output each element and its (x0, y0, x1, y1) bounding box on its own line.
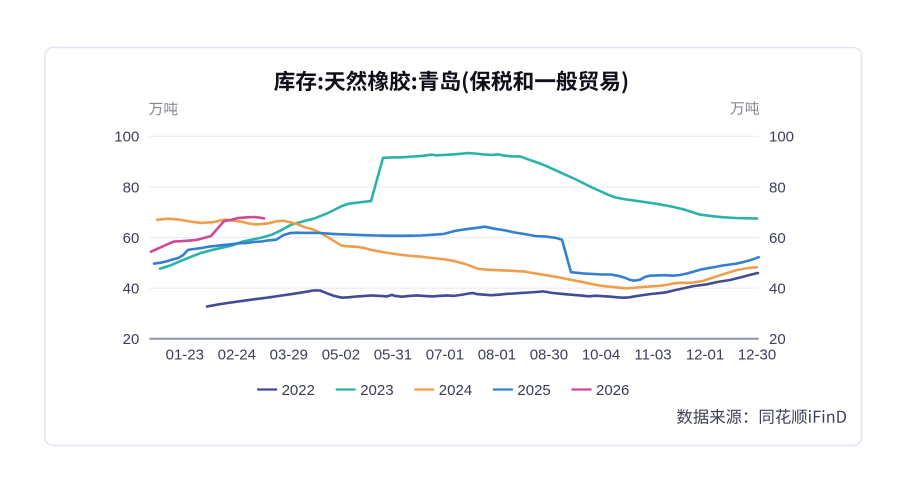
svg-text:10-04: 10-04 (582, 347, 620, 364)
svg-text:2026: 2026 (596, 382, 629, 399)
svg-text:01-23: 01-23 (166, 347, 204, 364)
svg-text:03-29: 03-29 (270, 347, 308, 364)
svg-text:40: 40 (769, 281, 786, 298)
svg-text:05-02: 05-02 (322, 347, 360, 364)
svg-text:20: 20 (123, 331, 140, 348)
svg-text:12-01: 12-01 (686, 347, 724, 364)
svg-text:80: 80 (123, 179, 140, 196)
svg-text:100: 100 (769, 129, 794, 146)
svg-text:60: 60 (123, 230, 140, 247)
svg-text:2023: 2023 (360, 382, 393, 399)
svg-text:05-31: 05-31 (374, 347, 412, 364)
svg-text:40: 40 (123, 281, 140, 298)
svg-text:12-30: 12-30 (738, 347, 776, 364)
svg-text:07-01: 07-01 (426, 347, 464, 364)
svg-text:02-24: 02-24 (218, 347, 256, 364)
svg-text:2025: 2025 (517, 382, 550, 399)
svg-text:08-30: 08-30 (530, 347, 568, 364)
svg-text:60: 60 (769, 230, 786, 247)
svg-text:20: 20 (769, 331, 786, 348)
svg-text:08-01: 08-01 (478, 347, 516, 364)
svg-text:100: 100 (114, 129, 139, 146)
svg-text:11-03: 11-03 (634, 347, 671, 364)
svg-text:2022: 2022 (282, 382, 315, 399)
svg-text:80: 80 (769, 179, 786, 196)
svg-text:2024: 2024 (439, 382, 472, 399)
